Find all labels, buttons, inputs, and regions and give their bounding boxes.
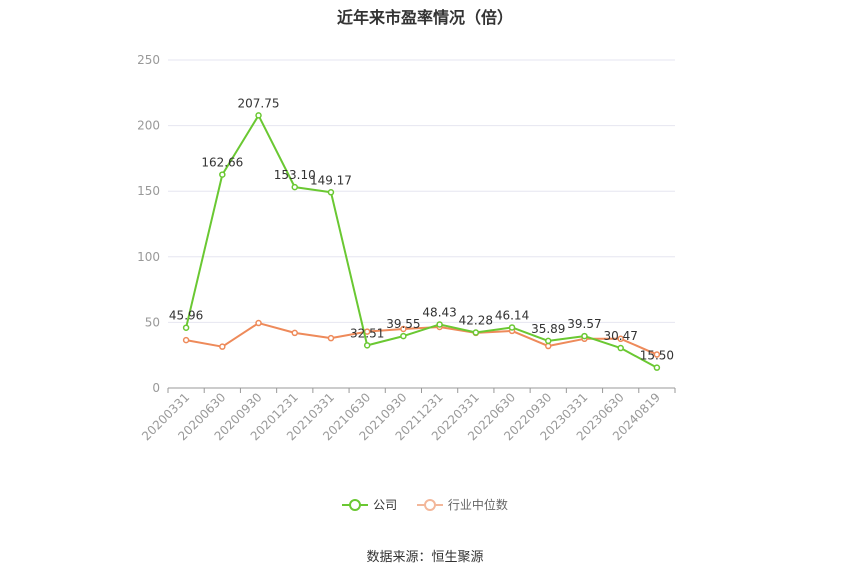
data-label: 30.47: [603, 329, 637, 343]
data-label: 15.50: [640, 349, 674, 363]
company-point: [219, 171, 226, 178]
line-chart: 0 50 100 150 200 250 202003312020063020200930…: [137, 53, 676, 443]
median-point: [255, 319, 262, 327]
data-label: 149.17: [310, 173, 352, 187]
legend-item-median[interactable]: 行业中位数: [416, 496, 508, 513]
median-point: [400, 325, 407, 333]
y-tick-label: 100: [137, 250, 160, 264]
data-label: 46.14: [495, 308, 529, 322]
y-tick-label: 200: [137, 119, 160, 133]
y-tick-label: 0: [152, 381, 160, 395]
data-label: 48.43: [422, 305, 456, 319]
company-point: [255, 112, 262, 119]
median-point: [327, 334, 335, 342]
data-label: 35.89: [531, 322, 565, 336]
legend-item-company[interactable]: 公司: [342, 496, 397, 513]
company-point: [400, 332, 407, 340]
chart-title: 近年来市盈率情况（倍）: [336, 8, 513, 27]
median-point: [653, 351, 661, 358]
company-point: [545, 337, 552, 345]
legend: 公司 行业中位数: [0, 496, 850, 515]
data-labels: 45.96162.66207.75153.10149.1732.5139.554…: [169, 96, 674, 362]
y-tick-label: 50: [145, 315, 160, 329]
grid-lines: [168, 59, 675, 323]
series-company: [182, 112, 661, 371]
y-tick-label: 150: [137, 184, 160, 198]
company-point: [581, 332, 588, 340]
median-point: [545, 342, 552, 350]
data-label: 207.75: [238, 96, 280, 110]
company-point: [508, 324, 516, 331]
company-point: [327, 189, 335, 196]
data-label: 39.57: [567, 317, 601, 331]
company-point: [653, 364, 661, 371]
company-line: [185, 114, 658, 369]
data-label: 45.96: [169, 309, 203, 323]
data-label: 32.51: [350, 326, 384, 340]
source-note: 数据来源：恒生聚源: [366, 550, 484, 565]
legend-line-marker-icon: [342, 498, 369, 511]
data-label: 39.55: [386, 317, 420, 331]
data-label: 42.28: [459, 314, 493, 328]
y-tick-label: 250: [137, 53, 160, 67]
median-point: [182, 336, 190, 344]
legend-label-median: 行业中位数: [447, 498, 508, 512]
company-point: [617, 344, 624, 352]
x-axis: 2020033120200630202009302020123120210331…: [139, 387, 676, 443]
company-point: [436, 321, 443, 328]
data-label: 162.66: [201, 156, 243, 170]
company-point: [472, 329, 480, 336]
legend-line-marker-icon: [416, 498, 443, 511]
data-label: 153.10: [274, 168, 316, 182]
median-line: [185, 322, 658, 356]
company-point: [363, 342, 371, 349]
company-point: [182, 324, 190, 331]
company-point: [291, 183, 298, 191]
median-point: [219, 343, 226, 350]
y-axis: 0 50 100 150 200 250: [137, 53, 160, 395]
median-point: [617, 335, 624, 343]
legend-label-company: 公司: [373, 498, 398, 512]
median-point: [291, 329, 298, 337]
